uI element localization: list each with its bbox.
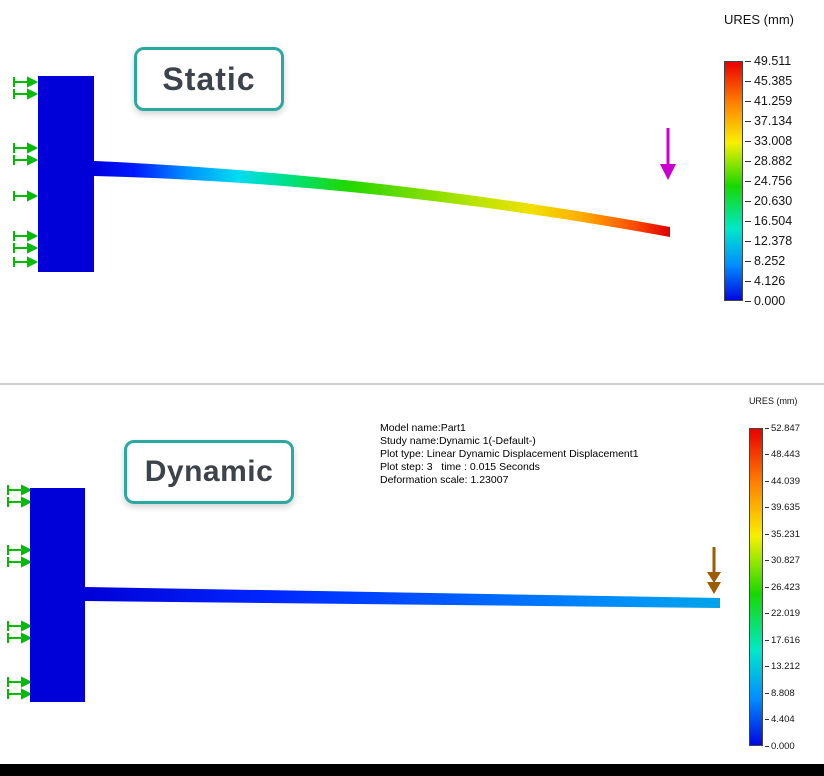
- legend-row: 52.847: [765, 422, 800, 434]
- cantilever-beam: [94, 161, 670, 237]
- legend-value: 8.808: [770, 687, 795, 699]
- study-name-line: Study name:Dynamic 1(-Default-): [380, 435, 536, 447]
- legend-row: 13.212: [765, 661, 800, 673]
- fixture-symbols: [13, 76, 37, 268]
- legend-row: 37.134: [745, 113, 792, 129]
- color-scale-bar: [723, 61, 743, 301]
- legend-value: 24.756: [753, 174, 793, 188]
- legend-row: 49.511: [745, 53, 792, 69]
- legend-row: 4.404: [765, 714, 800, 726]
- load-arrow: [707, 547, 721, 594]
- dynamic-badge-label: Dynamic: [144, 455, 274, 488]
- legend-value: 4.126: [753, 274, 786, 288]
- deformation-scale-line: Deformation scale: 1.23007: [380, 474, 509, 486]
- static-legend: URES (mm) 49.511 45.385 41.259 37.134 33…: [723, 12, 794, 309]
- legend-row: 8.252: [745, 253, 792, 269]
- legend-value: 20.630: [753, 194, 793, 208]
- legend-value: 44.039: [770, 475, 800, 487]
- fixture-symbols: [7, 484, 31, 700]
- legend-value: 35.231: [770, 528, 800, 540]
- legend-title: URES (mm): [723, 12, 794, 27]
- bottom-black-bar: [0, 764, 824, 776]
- legend-row: 39.635: [765, 502, 800, 514]
- legend-title: URES (mm): [748, 396, 798, 406]
- legend-row: 24.756: [745, 173, 792, 189]
- legend-labels: 49.511 45.385 41.259 37.134 33.008 28.88…: [745, 53, 792, 309]
- legend-row: 0.000: [745, 293, 792, 309]
- plot-type-line: Plot type: Linear Dynamic Displacement D…: [380, 448, 639, 460]
- legend-row: 26.423: [765, 581, 800, 593]
- legend-value: 0.000: [770, 740, 795, 752]
- static-badge-label: Static: [162, 60, 256, 97]
- legend-value: 48.443: [770, 449, 800, 460]
- dynamic-legend: URES (mm) 52.847 48.443 44.039 39.635 35…: [748, 396, 800, 752]
- legend-value: 49.511: [753, 54, 792, 68]
- color-scale-bar: [748, 428, 763, 746]
- plot-step-line: Plot step: 3 time : 0.015 Seconds: [380, 461, 540, 473]
- legend-value: 28.882: [753, 154, 793, 168]
- legend-row: 48.443: [765, 449, 800, 461]
- legend-value: 33.008: [753, 134, 793, 148]
- legend-row: 41.259: [745, 93, 792, 109]
- load-arrow: [660, 128, 676, 180]
- legend-value: 30.827: [770, 555, 800, 566]
- legend-value: 13.212: [770, 661, 800, 672]
- legend-row: 22.019: [765, 608, 800, 620]
- legend-value: 41.259: [753, 94, 793, 108]
- legend-value: 0.000: [753, 294, 786, 308]
- dynamic-badge: Dynamic: [124, 440, 294, 504]
- legend-row: 30.827: [765, 555, 800, 567]
- dynamic-scene: [7, 484, 721, 702]
- legend-row: 0.000: [765, 740, 800, 752]
- legend-row: 33.008: [745, 133, 792, 149]
- fixed-block: [38, 76, 94, 272]
- model-name-line: Model name:Part1: [380, 422, 466, 434]
- legend-value: 16.504: [753, 214, 793, 228]
- legend-row: 44.039: [765, 475, 800, 487]
- legend-value: 4.404: [770, 714, 795, 725]
- legend-value: 8.252: [753, 254, 786, 268]
- legend-row: 17.616: [765, 634, 800, 646]
- legend-value: 12.378: [753, 234, 793, 248]
- fixed-block: [30, 488, 85, 702]
- legend-value: 22.019: [770, 608, 800, 619]
- legend-value: 26.423: [770, 581, 800, 593]
- legend-row: 45.385: [745, 73, 792, 89]
- legend-row: 4.126: [745, 273, 792, 289]
- legend-row: 28.882: [745, 153, 792, 169]
- legend-row: 20.630: [745, 193, 792, 209]
- legend-row: 35.231: [765, 528, 800, 540]
- legend-labels: 52.847 48.443 44.039 39.635 35.231 30.82…: [765, 422, 800, 752]
- legend-value: 45.385: [753, 74, 793, 88]
- cantilever-beam: [85, 587, 720, 608]
- legend-row: 8.808: [765, 687, 800, 699]
- legend-value: 52.847: [770, 422, 800, 434]
- legend-value: 39.635: [770, 502, 800, 513]
- panel-divider: [0, 383, 824, 385]
- static-scene: [13, 76, 676, 272]
- static-badge: Static: [134, 47, 284, 111]
- legend-row: 16.504: [745, 213, 792, 229]
- study-info-block: Model name:Part1 Study name:Dynamic 1(-D…: [380, 422, 639, 487]
- legend-value: 17.616: [770, 634, 800, 646]
- legend-value: 37.134: [753, 114, 793, 128]
- legend-row: 12.378: [745, 233, 792, 249]
